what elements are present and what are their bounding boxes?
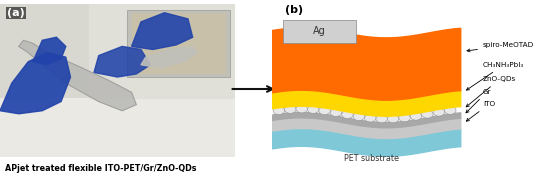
- Circle shape: [387, 115, 399, 123]
- Polygon shape: [131, 13, 193, 49]
- Text: ITO: ITO: [466, 101, 495, 121]
- Circle shape: [273, 107, 285, 114]
- Circle shape: [342, 111, 353, 119]
- Circle shape: [433, 108, 445, 116]
- Text: (a): (a): [7, 8, 25, 18]
- Circle shape: [353, 113, 365, 121]
- Text: (b): (b): [285, 5, 303, 15]
- Polygon shape: [141, 46, 198, 68]
- Polygon shape: [0, 53, 70, 114]
- Bar: [0, 98, 235, 157]
- Polygon shape: [19, 40, 136, 111]
- Polygon shape: [272, 112, 461, 128]
- Circle shape: [365, 114, 376, 122]
- Polygon shape: [94, 46, 151, 77]
- Text: spiro-MeOTAD: spiro-MeOTAD: [467, 42, 534, 52]
- Polygon shape: [272, 118, 461, 138]
- Polygon shape: [33, 37, 66, 65]
- Text: Gr: Gr: [466, 89, 492, 113]
- Circle shape: [319, 107, 331, 115]
- Polygon shape: [272, 90, 461, 116]
- Bar: [131, 13, 225, 74]
- Polygon shape: [272, 28, 461, 100]
- Circle shape: [296, 105, 308, 113]
- Text: PET substrate: PET substrate: [344, 154, 399, 163]
- Circle shape: [330, 109, 342, 116]
- Circle shape: [376, 115, 388, 123]
- FancyBboxPatch shape: [283, 20, 356, 43]
- Polygon shape: [272, 129, 461, 156]
- Bar: [127, 10, 230, 77]
- Circle shape: [308, 106, 319, 113]
- Text: CH₃NH₃PbI₃: CH₃NH₃PbI₃: [466, 62, 524, 90]
- Circle shape: [285, 105, 296, 113]
- Text: Ag: Ag: [313, 26, 326, 36]
- Text: APjet treated flexible ITO-PET/Gr/ZnO-QDs: APjet treated flexible ITO-PET/Gr/ZnO-QD…: [5, 164, 197, 173]
- Polygon shape: [89, 4, 235, 98]
- Circle shape: [399, 114, 410, 122]
- Circle shape: [422, 110, 433, 118]
- Circle shape: [444, 106, 456, 114]
- Circle shape: [410, 112, 422, 120]
- Text: ZnO-QDs: ZnO-QDs: [466, 76, 516, 107]
- Bar: [0, 4, 235, 98]
